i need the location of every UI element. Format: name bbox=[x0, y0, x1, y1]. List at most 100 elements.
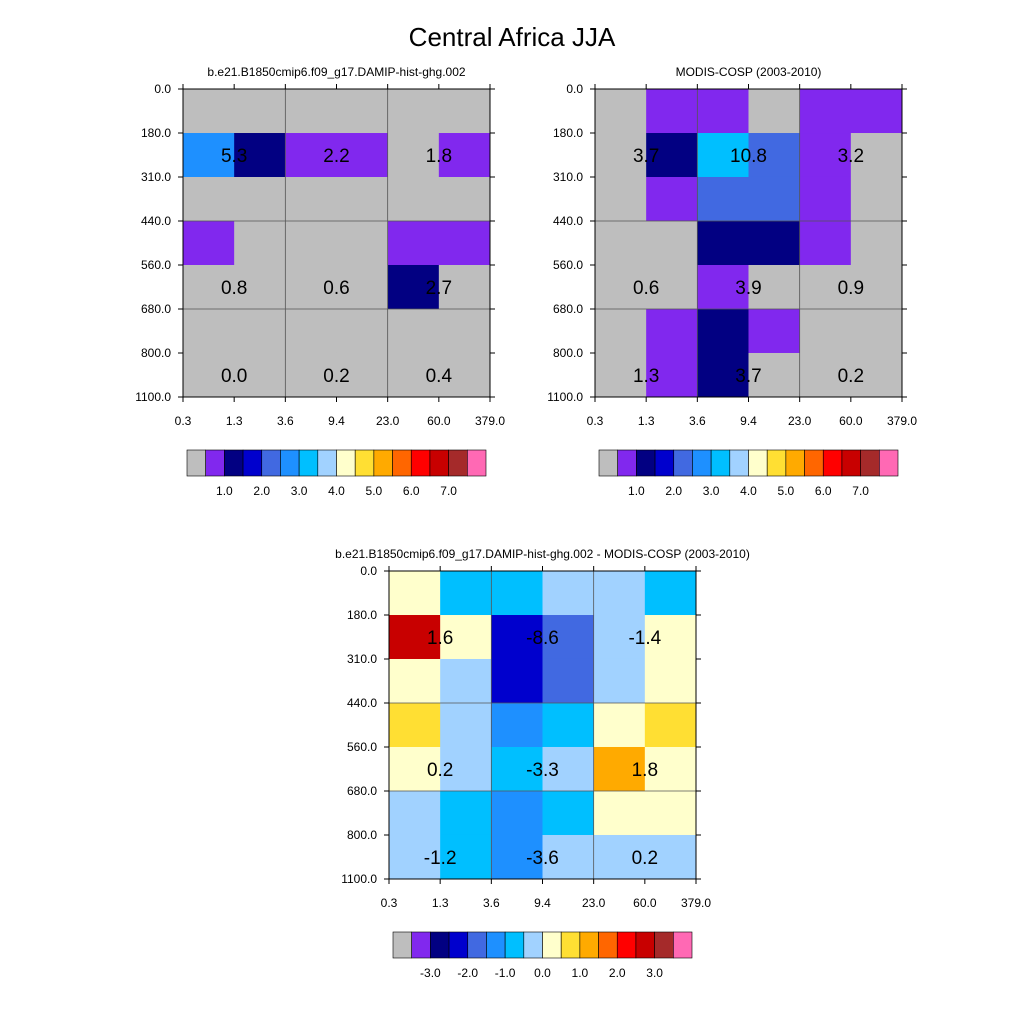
y-tick-label: 0.0 bbox=[154, 82, 171, 96]
heatmap-cell bbox=[234, 89, 286, 134]
heatmap-cell bbox=[646, 89, 698, 134]
heatmap-cell bbox=[593, 834, 646, 880]
heatmap-cell bbox=[748, 133, 801, 178]
y-tick-label: 560.0 bbox=[347, 740, 377, 754]
colorbar-label: 1.0 bbox=[572, 966, 589, 980]
y-tick-label: 180.0 bbox=[347, 608, 377, 622]
heatmap-cell bbox=[542, 703, 595, 748]
cell-value-label: 3.7 bbox=[735, 366, 761, 387]
colorbar-swatch bbox=[224, 449, 244, 477]
y-tick-label: 1100.0 bbox=[547, 390, 583, 404]
heatmap-cell bbox=[438, 133, 491, 178]
heatmap-cell bbox=[389, 615, 441, 660]
heatmap-cell bbox=[336, 264, 389, 310]
heatmap-cell bbox=[799, 352, 852, 398]
heatmap-cell bbox=[644, 658, 697, 704]
colorbar-swatch bbox=[673, 931, 693, 959]
colorbar-swatch bbox=[486, 931, 506, 959]
x-tick-label: 0.3 bbox=[175, 414, 192, 428]
colorbar-swatch bbox=[336, 449, 356, 477]
heatmap-cell bbox=[542, 615, 595, 660]
heatmap-cell bbox=[438, 221, 491, 266]
cell-value-label: 3.9 bbox=[735, 278, 761, 299]
colorbar-swatch bbox=[635, 931, 655, 959]
heatmap-cell bbox=[183, 352, 235, 398]
heatmap-cell bbox=[697, 89, 749, 134]
heatmap-cell bbox=[542, 834, 595, 880]
colorbar-swatch bbox=[841, 449, 861, 477]
heatmap-cell bbox=[387, 176, 440, 222]
heatmap-cell bbox=[440, 658, 492, 704]
cell-value-label: 0.2 bbox=[838, 366, 864, 387]
colorbar-swatch bbox=[186, 449, 206, 477]
y-tick-label: 560.0 bbox=[553, 258, 583, 272]
colorbar-label: 1.0 bbox=[216, 484, 233, 498]
heatmap-cell bbox=[491, 791, 543, 836]
colorbar-label: 2.0 bbox=[253, 484, 270, 498]
heatmap-cell bbox=[389, 834, 441, 880]
colorbar-swatch bbox=[542, 931, 562, 959]
cell-value-label: -3.3 bbox=[526, 760, 559, 781]
heatmap-cell bbox=[234, 176, 286, 222]
heatmap-cell bbox=[595, 176, 647, 222]
heatmap-cell bbox=[850, 264, 903, 310]
x-tick-label: 1.3 bbox=[638, 414, 655, 428]
cell-value-label: 1.6 bbox=[427, 628, 453, 649]
colorbar-swatch bbox=[616, 931, 637, 959]
x-tick-label: 23.0 bbox=[788, 414, 812, 428]
heatmap-cell bbox=[387, 221, 440, 266]
colorbar-swatch bbox=[392, 449, 412, 477]
heatmap-cell bbox=[646, 221, 698, 266]
colorbar-swatch bbox=[392, 931, 412, 959]
cell-value-label: -1.4 bbox=[628, 628, 661, 649]
colorbar-swatch bbox=[617, 449, 637, 477]
x-tick-label: 1.3 bbox=[432, 896, 449, 910]
y-tick-label: 440.0 bbox=[141, 214, 171, 228]
cell-value-label: 0.2 bbox=[632, 848, 658, 869]
colorbar-swatch bbox=[448, 449, 468, 477]
cell-value-label: 0.8 bbox=[221, 278, 247, 299]
x-tick-label: 3.6 bbox=[483, 896, 500, 910]
heatmap-cell bbox=[646, 176, 698, 222]
heatmap-cell bbox=[644, 615, 697, 660]
panel-title: MODIS-COSP (2003-2010) bbox=[676, 65, 822, 79]
y-tick-label: 680.0 bbox=[141, 302, 171, 316]
colorbar-swatch bbox=[879, 449, 899, 477]
heatmap-cell bbox=[595, 133, 647, 178]
heatmap-cell bbox=[593, 703, 646, 748]
heatmap-cell bbox=[799, 89, 852, 134]
cell-value-label: -3.6 bbox=[526, 848, 559, 869]
heatmap-cell bbox=[440, 791, 492, 836]
colorbar-swatch bbox=[411, 931, 431, 959]
colorbar-swatch bbox=[822, 449, 843, 477]
heatmap-cell bbox=[595, 264, 647, 310]
heatmap-cell bbox=[285, 309, 337, 354]
heatmap-cell bbox=[336, 133, 389, 178]
heatmap-cell bbox=[697, 264, 749, 310]
heatmap-cell bbox=[438, 309, 491, 354]
heatmap-cell bbox=[850, 309, 903, 354]
heatmap-cell bbox=[440, 571, 492, 616]
panel-observation: MODIS-COSP (2003-2010) 0.3 1.3 3.6 9.4 23.0 60… bbox=[547, 65, 917, 498]
heatmap-cell bbox=[593, 791, 646, 836]
heatmap-cell bbox=[644, 834, 697, 880]
colorbar-label: 1.0 bbox=[628, 484, 645, 498]
x-tick-label: 9.4 bbox=[534, 896, 551, 910]
heatmap-cell bbox=[387, 309, 440, 354]
colorbar-label: 3.0 bbox=[646, 966, 663, 980]
x-tick-label: 379.0 bbox=[887, 414, 917, 428]
y-tick-label: 180.0 bbox=[553, 126, 583, 140]
colorbar-swatch bbox=[410, 449, 431, 477]
colorbar-label: -1.0 bbox=[495, 966, 516, 980]
x-tick-label: 60.0 bbox=[633, 896, 657, 910]
heatmap-cell bbox=[389, 703, 441, 748]
heatmap-cell bbox=[491, 658, 543, 704]
heatmap-cell bbox=[748, 176, 801, 222]
cell-value-label: 0.4 bbox=[426, 366, 453, 387]
heatmap-cell bbox=[595, 221, 647, 266]
x-tick-label: 60.0 bbox=[427, 414, 451, 428]
colorbar-swatch bbox=[467, 931, 487, 959]
heatmap-cell bbox=[440, 615, 492, 660]
heatmap-cell bbox=[183, 89, 235, 134]
heatmap-cell bbox=[438, 264, 491, 310]
